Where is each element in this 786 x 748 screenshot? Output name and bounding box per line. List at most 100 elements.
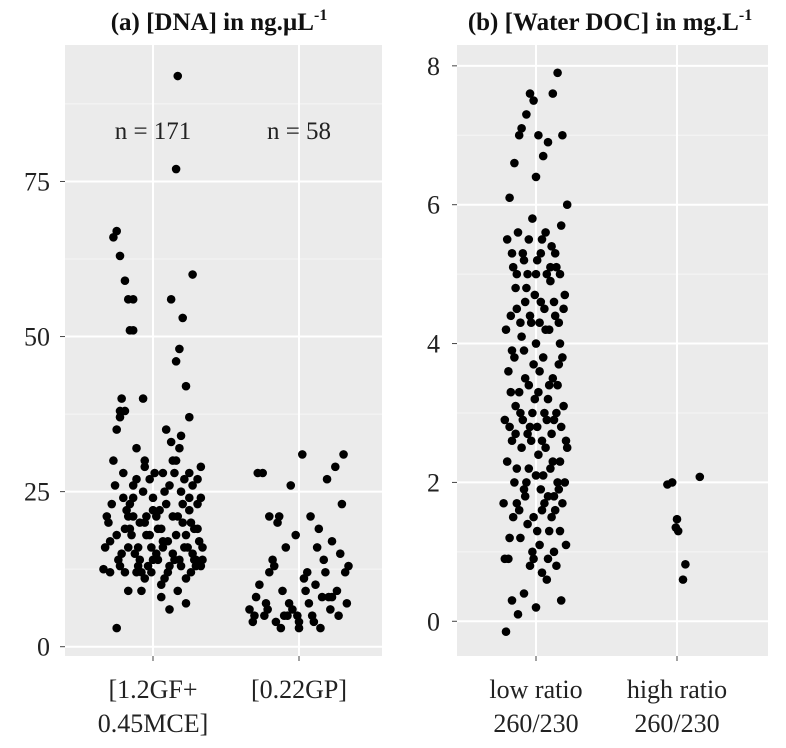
doc-data-point: [535, 540, 544, 550]
doc-data-point: [522, 478, 531, 487]
dna-data-point: [112, 623, 121, 633]
doc-data-point: [542, 575, 552, 584]
dna-data-point: [175, 555, 184, 565]
dna-data-point: [185, 468, 194, 478]
dna-data-point: [128, 295, 138, 304]
doc-data-point: [529, 554, 538, 564]
dna-data-point: [119, 468, 128, 478]
doc-data-point: [510, 158, 519, 168]
dna-data-point: [189, 555, 199, 565]
doc-data-point: [512, 464, 522, 473]
doc-data-point: [537, 568, 547, 577]
dna-data-point: [107, 499, 117, 509]
doc-data-point: [512, 304, 522, 314]
dna-data-point: [158, 536, 168, 546]
dna-data-point: [156, 592, 166, 602]
doc-data-point: [548, 373, 558, 383]
doc-data-point: [523, 519, 532, 529]
dna-data-point: [178, 499, 187, 509]
dna-data-point: [120, 406, 130, 416]
dna-data-point: [176, 487, 186, 496]
dna-data-point: [281, 543, 291, 552]
doc-data-point: [548, 89, 558, 98]
doc-data-point: [524, 235, 534, 244]
doc-data-point: [695, 472, 705, 482]
doc-data-point: [513, 610, 523, 619]
dna-data-point: [109, 456, 118, 465]
doc-data-point: [552, 561, 561, 571]
doc-data-point: [532, 255, 542, 265]
doc-category-label: 260/230: [493, 709, 578, 738]
doc-data-point: [501, 325, 511, 334]
dna-data-point: [158, 468, 168, 478]
dna-data-point: [99, 564, 108, 574]
doc-data-point: [559, 304, 568, 314]
doc-data-point: [508, 262, 518, 272]
doc-data-point: [532, 422, 542, 432]
doc-data-point: [507, 436, 517, 446]
doc-data-point: [537, 436, 547, 446]
doc-data-point: [555, 457, 565, 466]
dna-data-point: [161, 425, 171, 434]
dna-data-point: [105, 567, 115, 577]
dna-data-point: [337, 499, 347, 509]
doc-data-point: [548, 457, 558, 466]
doc-data-point: [667, 478, 677, 487]
dna-data-point: [178, 313, 187, 323]
dna-data-point: [307, 611, 317, 620]
doc-data-point: [531, 471, 541, 480]
doc-data-point: [531, 172, 541, 182]
doc-data-point: [671, 523, 681, 532]
doc-data-point: [511, 401, 520, 411]
doc-data-point: [555, 339, 565, 348]
dna-data-point: [176, 431, 186, 441]
doc-data-point: [524, 464, 534, 473]
dna-data-point: [175, 443, 184, 453]
doc-data-point: [525, 311, 535, 321]
doc-data-point: [549, 297, 559, 307]
doc-data-point: [500, 554, 510, 564]
dna-data-point: [161, 499, 171, 509]
doc-data-point: [544, 325, 554, 334]
dna-data-point: [181, 598, 191, 608]
dna-data-point: [123, 586, 133, 596]
dna-data-point: [171, 164, 181, 174]
doc-data-point: [672, 514, 682, 524]
dna-data-point: [339, 450, 348, 459]
dna-data-point: [265, 512, 274, 521]
dna-data-point: [181, 574, 191, 583]
dna-data-point: [173, 71, 183, 81]
dna-data-point: [120, 567, 130, 577]
doc-data-point: [530, 394, 540, 404]
dna-data-point: [115, 412, 125, 422]
doc-data-point: [532, 526, 542, 536]
doc-data-point: [544, 380, 554, 390]
dna-data-point: [140, 518, 150, 527]
dna-data-point: [291, 530, 301, 540]
doc-data-point: [501, 627, 511, 636]
doc-data-point: [560, 290, 570, 300]
dna-data-point: [299, 574, 309, 583]
doc-data-point: [560, 478, 570, 487]
doc-data-point: [520, 373, 530, 383]
dna-data-point: [276, 623, 286, 633]
doc-data-point: [537, 235, 547, 244]
dna-data-point: [110, 481, 120, 490]
doc-data-point: [506, 311, 516, 321]
doc-data-point: [555, 526, 565, 536]
doc-data-point: [525, 561, 535, 571]
dna-data-point: [185, 412, 194, 422]
doc-data-point: [529, 512, 538, 522]
doc-data-point: [512, 498, 522, 508]
doc-data-point: [517, 332, 526, 341]
dna-data-point: [278, 586, 287, 596]
doc-data-point: [549, 492, 559, 501]
dna-data-point: [170, 468, 179, 478]
doc-data-point: [528, 214, 537, 223]
dna-data-point: [165, 605, 174, 614]
doc-data-point: [510, 353, 519, 362]
panel-water-doc: 0 2 4 6 8 low ratio 260/230 high ratio 260/230 (b…: [427, 7, 768, 738]
doc-data-point: [546, 262, 555, 272]
dna-data-point: [117, 394, 126, 403]
doc-data-point: [528, 408, 537, 418]
